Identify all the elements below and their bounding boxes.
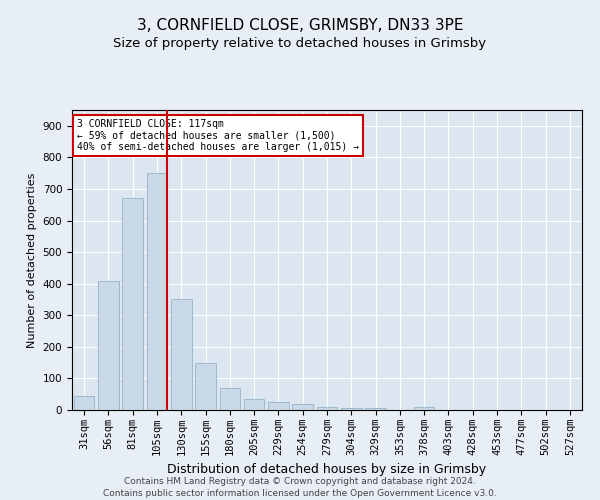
Text: Contains HM Land Registry data © Crown copyright and database right 2024.
Contai: Contains HM Land Registry data © Crown c… xyxy=(103,476,497,498)
Bar xyxy=(171,300,191,410)
Bar xyxy=(292,404,313,410)
Bar xyxy=(244,399,265,410)
Bar xyxy=(414,408,434,410)
Bar xyxy=(122,198,143,410)
Bar xyxy=(220,388,240,410)
Text: 3, CORNFIELD CLOSE, GRIMSBY, DN33 3PE: 3, CORNFIELD CLOSE, GRIMSBY, DN33 3PE xyxy=(137,18,463,32)
Bar xyxy=(341,408,362,410)
Y-axis label: Number of detached properties: Number of detached properties xyxy=(27,172,37,348)
Bar xyxy=(268,402,289,410)
Bar xyxy=(195,362,216,410)
Text: Size of property relative to detached houses in Grimsby: Size of property relative to detached ho… xyxy=(113,38,487,51)
Bar xyxy=(146,173,167,410)
Bar xyxy=(317,407,337,410)
Text: 3 CORNFIELD CLOSE: 117sqm
← 59% of detached houses are smaller (1,500)
40% of se: 3 CORNFIELD CLOSE: 117sqm ← 59% of detac… xyxy=(77,119,359,152)
Bar xyxy=(98,280,119,410)
X-axis label: Distribution of detached houses by size in Grimsby: Distribution of detached houses by size … xyxy=(167,464,487,476)
Bar xyxy=(365,408,386,410)
Bar xyxy=(74,396,94,410)
